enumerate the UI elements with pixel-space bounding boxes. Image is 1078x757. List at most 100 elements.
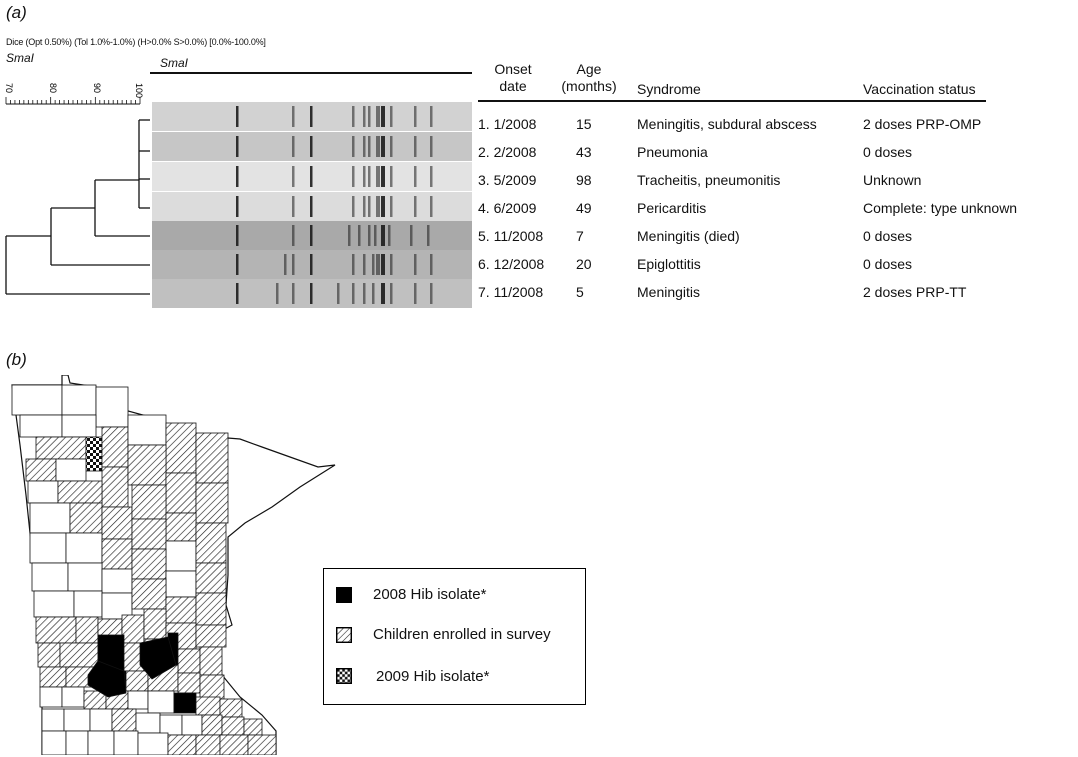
county-survey	[199, 646, 223, 676]
gel-band	[430, 283, 433, 304]
gel-band	[292, 106, 295, 127]
gel-band	[310, 254, 313, 275]
gel-band	[390, 166, 393, 187]
county-survey	[75, 616, 99, 644]
gel-band	[414, 283, 417, 304]
county	[127, 690, 149, 710]
county-survey	[195, 696, 221, 716]
gel-band	[348, 225, 351, 246]
gel-band	[368, 225, 371, 246]
county	[41, 708, 65, 732]
gel-band	[236, 136, 239, 157]
county	[55, 458, 87, 482]
gel-band	[390, 283, 393, 304]
minnesota-county-map	[11, 375, 336, 755]
county-survey	[165, 472, 197, 514]
row-1-age: 15	[576, 116, 592, 132]
gel-band	[236, 106, 239, 127]
dendrogram-tree	[5, 119, 150, 295]
gel-band	[352, 254, 355, 275]
gel-band	[310, 136, 313, 157]
gel-band	[381, 225, 385, 246]
gel-band	[414, 166, 417, 187]
gel-band	[372, 254, 375, 275]
gel-band	[390, 106, 393, 127]
map-legend: 2008 Hib isolate* Children enrolled in s…	[323, 568, 586, 705]
county	[11, 384, 63, 416]
row-1-onset: 1. 1/2008	[478, 116, 537, 132]
gel-band	[352, 136, 355, 157]
county-survey	[221, 716, 245, 736]
scale-tick-70: 70	[4, 83, 14, 93]
county	[61, 414, 97, 438]
county	[31, 562, 69, 592]
county	[89, 708, 113, 732]
county	[135, 712, 161, 734]
county	[65, 532, 103, 564]
county-survey	[59, 642, 99, 668]
county-survey	[57, 480, 103, 504]
gel-band	[376, 196, 380, 217]
gel-band	[363, 106, 366, 127]
gel-band	[236, 254, 239, 275]
gel-band	[390, 254, 393, 275]
gel-band	[310, 225, 313, 246]
county-survey	[101, 466, 129, 508]
gel-band	[381, 196, 385, 217]
county-survey	[35, 436, 87, 460]
county-survey	[25, 458, 57, 482]
county-survey	[131, 518, 167, 550]
county-survey	[101, 538, 133, 570]
scale-tick-100: 100	[134, 83, 144, 98]
county	[67, 562, 103, 592]
row-2-onset: 2. 2/2008	[478, 144, 537, 160]
gel-band	[381, 283, 385, 304]
gel-band	[414, 136, 417, 157]
county	[137, 732, 169, 755]
county-survey	[219, 734, 249, 755]
county-survey	[39, 666, 67, 688]
gel-band	[292, 225, 295, 246]
gel-band	[427, 225, 430, 246]
gel-band	[292, 283, 295, 304]
gel-band	[376, 166, 380, 187]
dendrogram: 70 80 90 100	[4, 83, 150, 295]
gel-band	[337, 283, 340, 304]
county-survey	[199, 674, 225, 700]
gel-band	[430, 106, 433, 127]
row-6-vaccination: 0 doses	[863, 256, 913, 272]
county	[61, 384, 97, 416]
gel-band	[372, 283, 375, 304]
gel-band	[363, 283, 366, 304]
gel-band	[430, 166, 433, 187]
county	[39, 686, 63, 708]
gel-band	[430, 136, 433, 157]
county-survey	[131, 484, 167, 520]
row-4-syndrome: Pericarditis	[637, 200, 707, 216]
gel-band	[236, 225, 239, 246]
pfge-gel-image	[152, 102, 472, 308]
county-survey	[127, 444, 167, 486]
county-survey	[35, 616, 77, 644]
similarity-scale: 70 80 90 100	[4, 83, 144, 105]
header-syndrome: Syndrome	[637, 81, 701, 97]
county-survey	[101, 426, 129, 468]
row-5-vaccination: 0 doses	[863, 228, 913, 244]
gel-band	[368, 136, 371, 157]
county	[101, 568, 133, 594]
county-survey	[101, 506, 133, 540]
county-survey	[177, 672, 201, 694]
panel-a-label: (a)	[6, 3, 27, 22]
gel-band	[388, 225, 391, 246]
county-survey	[143, 608, 167, 640]
table-header-rule	[478, 100, 986, 102]
county-2009-isolate	[85, 436, 103, 472]
enzyme-label-gel: SmaI	[160, 56, 189, 70]
row-5-syndrome: Meningitis (died)	[637, 228, 740, 244]
county-2008-isolate	[139, 636, 177, 680]
row-3-age: 98	[576, 172, 592, 188]
county-survey	[195, 522, 227, 564]
gel-band	[414, 106, 417, 127]
row-4-age: 49	[576, 200, 592, 216]
header-age-text: Age (months)	[561, 61, 617, 94]
